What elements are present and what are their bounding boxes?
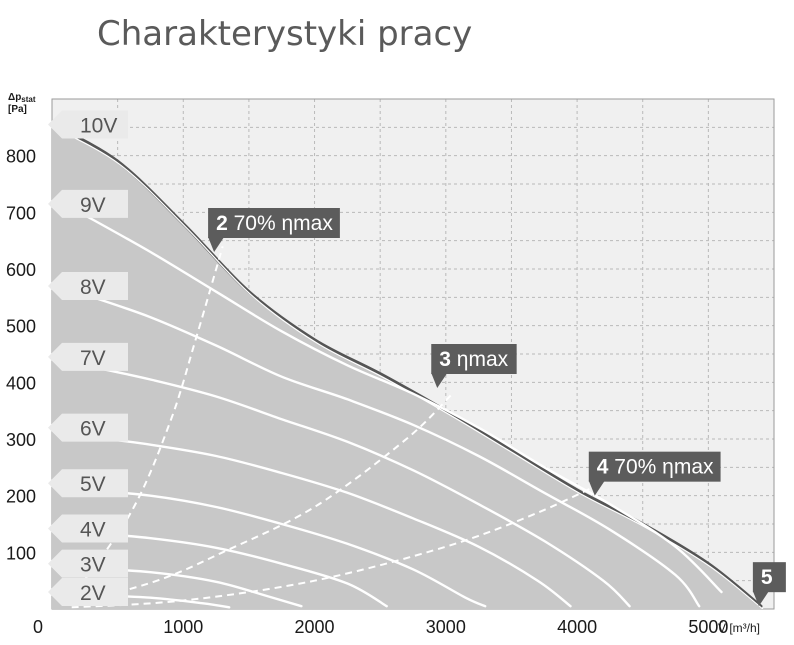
operating-area bbox=[52, 124, 761, 609]
voltage-tab-10V: 10V bbox=[48, 110, 128, 139]
voltage-tab-shape bbox=[48, 549, 128, 578]
speed-curves bbox=[52, 122, 764, 609]
x-tick-label: 2000 bbox=[295, 617, 335, 637]
voltage-tab-shape bbox=[48, 110, 128, 139]
voltage-tab-2V: 2V bbox=[48, 578, 128, 606]
voltage-tab-shape bbox=[48, 469, 128, 498]
callout-number: 5 bbox=[761, 566, 773, 589]
callout-5: 5 bbox=[752, 562, 786, 607]
speed-curve-5V bbox=[83, 488, 487, 608]
x-tick-label: 0 bbox=[33, 617, 43, 637]
operating-point-callouts: 2 70% ηmax 3 ηmax 4 70% ηmax 5 bbox=[208, 208, 786, 607]
callout-number: 3 bbox=[439, 348, 451, 371]
speed-curve-8V bbox=[83, 293, 701, 608]
voltage-label: 2V bbox=[80, 582, 106, 605]
y-axis-label: Δpstat [Pa] bbox=[8, 92, 38, 115]
callout-label: 5 bbox=[761, 566, 773, 589]
x-tick-label: 5000 bbox=[688, 617, 728, 637]
callout-pointer bbox=[208, 237, 225, 252]
y-tick-label: 700 bbox=[6, 203, 36, 223]
callout-text: ηmax bbox=[451, 348, 509, 371]
callout-label: 2 70% ηmax bbox=[216, 212, 333, 235]
voltage-label: 5V bbox=[80, 473, 106, 496]
voltage-label: 7V bbox=[80, 347, 106, 370]
voltage-label: 9V bbox=[80, 194, 106, 217]
x-tick-label: 1000 bbox=[163, 617, 203, 637]
callout-box bbox=[588, 451, 721, 482]
y-tick-label: 200 bbox=[6, 487, 36, 507]
voltage-labels: 10V 9V 8V 7V 6V 5V 4V 3V 2V bbox=[48, 110, 128, 606]
voltage-tab-shape bbox=[48, 514, 128, 543]
callout-number: 2 bbox=[216, 212, 228, 235]
page-title: Charakterystyki pracy bbox=[97, 14, 473, 54]
voltage-tab-9V: 9V bbox=[48, 189, 128, 218]
callout-pointer bbox=[588, 480, 605, 496]
x-axis-label: V̇ [m³/h] bbox=[718, 621, 760, 635]
voltage-label: 8V bbox=[80, 276, 106, 299]
callout-3: 3 ηmax bbox=[431, 344, 517, 388]
callout-number: 4 bbox=[597, 456, 609, 479]
y-tick-label: 400 bbox=[6, 373, 36, 393]
voltage-tab-3V: 3V bbox=[48, 549, 128, 578]
voltage-label: 4V bbox=[80, 519, 106, 542]
y-tick-label: 600 bbox=[6, 260, 36, 280]
voltage-tab-8V: 8V bbox=[48, 272, 128, 300]
callout-4: 4 70% ηmax bbox=[588, 451, 721, 496]
voltage-label: 6V bbox=[80, 418, 106, 441]
callout-label: 3 ηmax bbox=[439, 348, 508, 371]
voltage-tab-shape bbox=[48, 578, 128, 606]
y-tick-label: 800 bbox=[6, 147, 36, 167]
voltage-tab-shape bbox=[48, 272, 128, 300]
voltage-tab-shape bbox=[48, 189, 128, 218]
efficiency-line bbox=[71, 392, 454, 606]
callout-box bbox=[431, 344, 517, 374]
voltage-label: 3V bbox=[80, 554, 106, 577]
callout-label: 4 70% ηmax bbox=[597, 456, 714, 479]
callout-text: 70% ηmax bbox=[228, 212, 334, 235]
voltage-tab-4V: 4V bbox=[48, 514, 128, 543]
voltage-label: 10V bbox=[80, 115, 117, 138]
callout-text: 70% ηmax bbox=[608, 456, 714, 479]
y-tick-label: 100 bbox=[6, 543, 36, 563]
x-tick-label: 3000 bbox=[426, 617, 466, 637]
speed-curve-7V bbox=[83, 364, 631, 608]
callout-pointer bbox=[752, 591, 769, 607]
voltage-tab-7V: 7V bbox=[48, 342, 128, 371]
efficiency-lines bbox=[70, 246, 617, 609]
speed-curve-6V bbox=[83, 435, 572, 608]
y-tick-label: 500 bbox=[6, 317, 36, 337]
speed-curve-4V bbox=[83, 531, 388, 608]
callout-box bbox=[752, 562, 786, 593]
efficiency-line bbox=[71, 474, 617, 609]
axis-ticks: 100 200 300 400 500 600 700 800 0 1000 2000 3000 400… bbox=[6, 147, 728, 637]
envelope bbox=[52, 124, 761, 609]
voltage-tab-6V: 6V bbox=[48, 413, 128, 442]
axis-labels: Δpstat [Pa] V̇ [m³/h] bbox=[8, 92, 760, 635]
callout-pointer bbox=[431, 373, 448, 388]
speed-curve-9V bbox=[83, 214, 723, 594]
x-tick-label: 4000 bbox=[557, 617, 597, 637]
efficiency-line bbox=[70, 246, 224, 599]
voltage-tab-shape bbox=[48, 342, 128, 371]
voltage-tab-shape bbox=[48, 413, 128, 442]
y-tick-label: 300 bbox=[6, 430, 36, 450]
voltage-tab-5V: 5V bbox=[48, 469, 128, 498]
callout-box bbox=[208, 208, 340, 238]
callout-2: 2 70% ηmax bbox=[208, 208, 340, 252]
